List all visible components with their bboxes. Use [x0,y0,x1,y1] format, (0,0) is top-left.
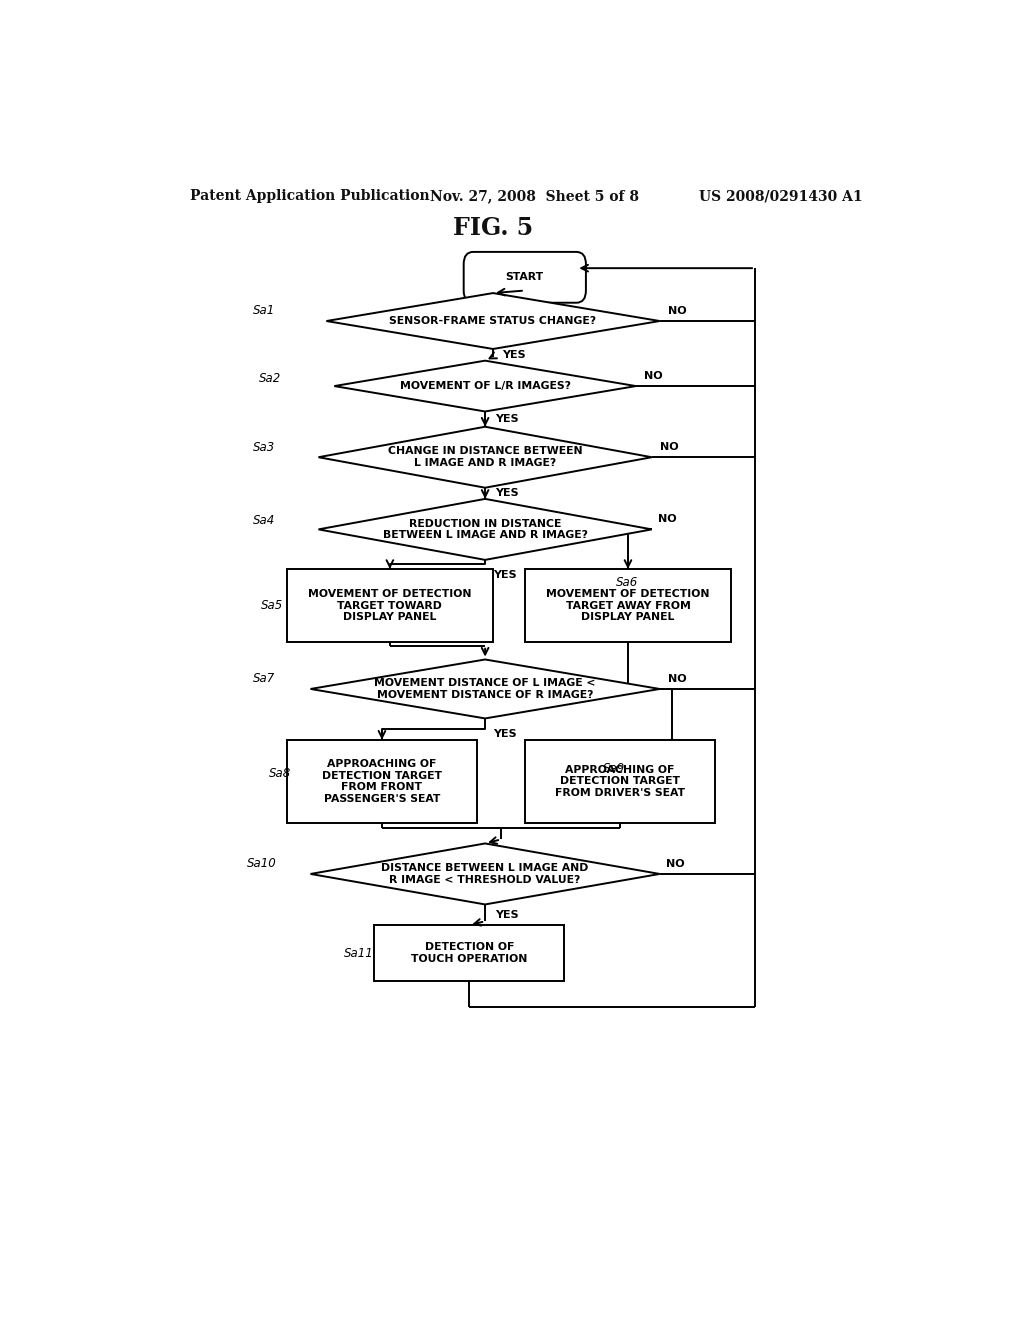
Text: Sa7: Sa7 [253,672,275,685]
Text: Sa8: Sa8 [269,767,292,780]
Text: YES: YES [494,570,517,579]
Text: MOVEMENT OF DETECTION
TARGET TOWARD
DISPLAY PANEL: MOVEMENT OF DETECTION TARGET TOWARD DISP… [308,589,472,622]
Text: Sa6: Sa6 [616,576,638,589]
Text: FIG. 5: FIG. 5 [453,215,534,239]
Text: Sa10: Sa10 [247,857,276,870]
Text: YES: YES [495,909,518,920]
Text: Sa5: Sa5 [260,599,283,612]
Text: Sa11: Sa11 [344,946,374,960]
Polygon shape [310,843,659,904]
Text: US 2008/0291430 A1: US 2008/0291430 A1 [699,189,863,203]
Text: MOVEMENT OF DETECTION
TARGET AWAY FROM
DISPLAY PANEL: MOVEMENT OF DETECTION TARGET AWAY FROM D… [546,589,710,622]
Bar [524,569,731,643]
Text: Sa9: Sa9 [602,762,625,775]
Text: YES: YES [494,729,517,739]
Polygon shape [327,293,659,348]
Text: DISTANCE BETWEEN L IMAGE AND
R IMAGE < THRESHOLD VALUE?: DISTANCE BETWEEN L IMAGE AND R IMAGE < T… [381,863,589,884]
Polygon shape [334,360,636,412]
Text: REDUCTION IN DISTANCE
BETWEEN L IMAGE AND R IMAGE?: REDUCTION IN DISTANCE BETWEEN L IMAGE AN… [383,519,588,540]
Text: Patent Application Publication: Patent Application Publication [189,189,429,203]
Text: Sa2: Sa2 [259,372,282,385]
Text: APPROACHING OF
DETECTION TARGET
FROM DRIVER'S SEAT: APPROACHING OF DETECTION TARGET FROM DRI… [555,764,685,799]
Bar [287,739,477,824]
Text: YES: YES [495,414,518,424]
Text: MOVEMENT OF L/R IMAGES?: MOVEMENT OF L/R IMAGES? [399,381,570,391]
FancyBboxPatch shape [464,252,586,302]
Text: NO: NO [658,515,677,524]
Text: Nov. 27, 2008  Sheet 5 of 8: Nov. 27, 2008 Sheet 5 of 8 [430,189,639,203]
Text: MOVEMENT DISTANCE OF L IMAGE <
MOVEMENT DISTANCE OF R IMAGE?: MOVEMENT DISTANCE OF L IMAGE < MOVEMENT … [375,678,596,700]
Text: NO: NO [668,673,686,684]
Text: Sa3: Sa3 [253,441,275,454]
Text: NO: NO [666,859,685,869]
Polygon shape [318,499,652,560]
Text: Sa4: Sa4 [253,513,275,527]
Text: DETECTION OF
TOUCH OPERATION: DETECTION OF TOUCH OPERATION [411,942,527,964]
Text: CHANGE IN DISTANCE BETWEEN
L IMAGE AND R IMAGE?: CHANGE IN DISTANCE BETWEEN L IMAGE AND R… [388,446,583,469]
Text: NO: NO [659,442,678,451]
Text: NO: NO [644,371,663,381]
Text: NO: NO [668,306,686,315]
Bar [287,569,494,643]
Text: SENSOR-FRAME STATUS CHANGE?: SENSOR-FRAME STATUS CHANGE? [389,315,597,326]
Text: APPROACHING OF
DETECTION TARGET
FROM FRONT
PASSENGER'S SEAT: APPROACHING OF DETECTION TARGET FROM FRO… [322,759,442,804]
Text: YES: YES [503,350,526,360]
Text: YES: YES [495,488,518,499]
Text: START: START [506,272,544,282]
Polygon shape [318,426,652,487]
Bar [374,925,564,981]
Bar [524,739,715,824]
Polygon shape [310,660,659,718]
Text: Sa1: Sa1 [253,305,275,317]
